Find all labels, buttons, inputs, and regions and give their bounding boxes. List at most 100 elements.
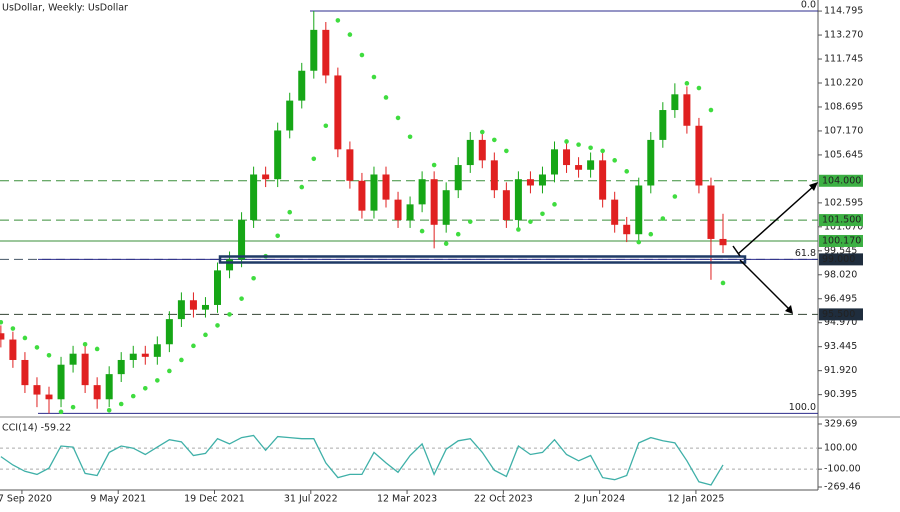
candle-body <box>322 29 330 76</box>
sar-dot <box>106 407 112 413</box>
y-tick-label: 329.69 <box>824 419 857 430</box>
candle-body <box>478 139 486 161</box>
candle-body <box>394 199 402 221</box>
candle-body <box>370 174 378 211</box>
sar-dot <box>359 52 365 58</box>
level-label: 101.500 <box>822 215 861 226</box>
candle-body <box>69 353 77 365</box>
fib-label: 0.0 <box>801 0 816 11</box>
x-tick-label: 2 Jun 2024 <box>574 494 625 505</box>
candle-body <box>406 204 414 221</box>
sar-dot <box>479 129 485 135</box>
sar-dot <box>467 219 473 224</box>
y-tick-label: 93.445 <box>824 341 857 352</box>
sar-dot <box>34 345 40 350</box>
candle-body <box>611 199 619 225</box>
y-tick-label: 90.395 <box>824 389 857 400</box>
candle-body <box>695 125 703 186</box>
arrow-stem <box>732 245 741 257</box>
candle-body <box>129 353 137 360</box>
x-tick-label: 27 Sep 2020 <box>0 494 52 505</box>
chart-title: UsDollar, Weekly: UsDollar <box>2 3 128 14</box>
x-tick-label: 31 Jul 2022 <box>284 494 338 505</box>
sar-dot <box>624 169 630 174</box>
candle-body <box>526 179 534 186</box>
y-tick-label: 110.220 <box>824 78 863 89</box>
y-tick-label: 98.020 <box>824 269 857 280</box>
candle-body <box>33 385 41 395</box>
sar-dot <box>58 409 64 415</box>
y-tick-label: -269.46 <box>824 482 861 493</box>
sar-dot <box>672 194 678 199</box>
sar-dot <box>46 352 52 358</box>
candle-body <box>214 270 222 305</box>
x-tick-label: 9 May 2021 <box>90 494 146 505</box>
sar-dot <box>70 404 76 410</box>
sar-dot <box>227 312 232 317</box>
candle-body <box>153 344 161 357</box>
candle-body <box>310 29 318 71</box>
candle-body <box>93 385 101 400</box>
y-tick-label: 108.695 <box>824 101 863 112</box>
sar-dot <box>516 227 521 232</box>
level-label: 104.000 <box>822 175 861 186</box>
candle-body <box>105 374 113 400</box>
candle-body <box>719 238 727 246</box>
sar-dot <box>492 137 497 143</box>
candle-body <box>442 190 450 225</box>
candle-body <box>454 165 462 191</box>
x-tick-label: 22 Oct 2023 <box>474 494 533 505</box>
candle-body <box>201 304 209 310</box>
sar-dot <box>395 115 401 121</box>
candle-body <box>659 110 667 140</box>
sar-dot <box>167 368 172 374</box>
sar-dot <box>600 148 605 154</box>
candle-body <box>298 70 306 101</box>
candle-body <box>81 353 89 386</box>
candle-body <box>262 174 270 180</box>
candle-body <box>647 139 655 186</box>
sar-dot <box>335 18 341 23</box>
sar-dot <box>311 156 317 162</box>
x-tick-label: 19 Dec 2021 <box>184 494 245 505</box>
y-tick-label: 102.595 <box>824 197 863 208</box>
sar-dot <box>22 335 28 341</box>
sar-dot <box>636 239 642 245</box>
level-label: 100.170 <box>822 235 861 246</box>
level-label-box <box>819 214 863 227</box>
sar-dot <box>504 148 509 154</box>
sar-dot <box>588 145 593 151</box>
level-label: 95.500 <box>822 309 855 320</box>
level-label-box <box>819 234 863 247</box>
sar-dot <box>191 343 196 349</box>
candle-body <box>189 300 197 310</box>
arrow-down <box>739 259 791 311</box>
sar-dot <box>455 231 461 237</box>
sar-dot <box>155 378 160 383</box>
cci-line <box>0 434 724 486</box>
y-tick-label: 100.00 <box>824 443 857 454</box>
indicator-title: CCI(14) -59.22 <box>2 423 71 434</box>
candle-body <box>274 130 282 180</box>
candle-body <box>707 185 715 239</box>
sar-dot <box>720 280 726 286</box>
sar-dot <box>708 107 714 113</box>
candle-body <box>563 149 571 166</box>
y-tick-label: 111.745 <box>824 54 863 65</box>
candle-body <box>587 160 595 170</box>
y-tick-label: 99.545 <box>824 245 857 256</box>
level-label-box <box>819 253 863 266</box>
y-tick-label: 105.645 <box>824 149 863 160</box>
sar-dot <box>696 85 702 91</box>
candle-body <box>502 190 510 221</box>
candle-body <box>286 100 294 131</box>
candle-body <box>635 185 643 235</box>
candle-body <box>250 174 258 221</box>
sar-dot <box>660 216 666 221</box>
sar-dot <box>383 95 389 100</box>
candle-body <box>490 160 498 191</box>
candle-body <box>238 220 246 260</box>
y-tick-label: 96.495 <box>824 293 857 304</box>
